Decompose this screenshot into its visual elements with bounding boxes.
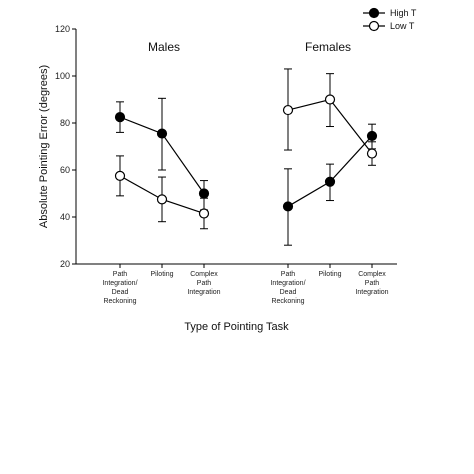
category-label: Integration/ bbox=[102, 280, 137, 287]
data-point-open bbox=[282, 104, 294, 116]
data-point-filled bbox=[366, 130, 378, 142]
legend-marker-filled bbox=[368, 7, 380, 19]
category-label: Piloting bbox=[319, 271, 342, 278]
data-point-open bbox=[366, 148, 378, 159]
data-point-open bbox=[156, 194, 168, 205]
category-label: Reckoning bbox=[103, 298, 136, 305]
y-tick-label: 120 bbox=[55, 24, 70, 34]
data-point-open bbox=[114, 170, 126, 181]
category-label: Integration bbox=[187, 289, 220, 296]
data-point-filled bbox=[324, 176, 336, 187]
marks-group bbox=[114, 68, 378, 246]
legend-label: High T bbox=[390, 8, 417, 18]
category-label: Integration/ bbox=[270, 280, 305, 287]
y-axis-title: Absolute Pointing Error (degrees) bbox=[38, 65, 50, 228]
category-label: Path bbox=[281, 271, 296, 278]
y-tick-label: 40 bbox=[60, 212, 70, 222]
data-point-open bbox=[198, 208, 210, 219]
panel-title: Females bbox=[305, 40, 351, 54]
data-point-filled bbox=[198, 188, 210, 199]
data-point-filled bbox=[114, 112, 126, 123]
category-label: Complex bbox=[190, 271, 218, 278]
axes-group bbox=[72, 28, 397, 268]
labels-group: 20 40 60 80 100 120 Path Integration/Dead Reckon… bbox=[38, 24, 389, 333]
legend-label: Low T bbox=[390, 21, 415, 31]
panel-title: Males bbox=[148, 40, 180, 54]
legend: High T Low T bbox=[363, 7, 417, 32]
y-tick-label: 20 bbox=[60, 259, 70, 269]
data-point-filled bbox=[156, 128, 168, 139]
category-label: Reckoning bbox=[271, 298, 304, 305]
category-label: Complex bbox=[358, 271, 386, 278]
category-label: Dead bbox=[112, 289, 129, 296]
legend-marker-open bbox=[368, 20, 380, 32]
x-axis-title: Type of Pointing Task bbox=[184, 321, 289, 333]
category-label: Path bbox=[113, 271, 128, 278]
y-tick-label: 80 bbox=[60, 118, 70, 128]
y-tick-label: 60 bbox=[60, 165, 70, 175]
y-tick-label: 100 bbox=[55, 71, 70, 81]
category-label: Path bbox=[197, 280, 212, 287]
data-point-open bbox=[324, 94, 336, 105]
data-point-filled bbox=[282, 201, 294, 212]
category-label: Path bbox=[365, 280, 380, 287]
category-label: Dead bbox=[280, 289, 297, 296]
category-label: Piloting bbox=[151, 271, 174, 278]
category-label: Integration bbox=[355, 289, 388, 296]
